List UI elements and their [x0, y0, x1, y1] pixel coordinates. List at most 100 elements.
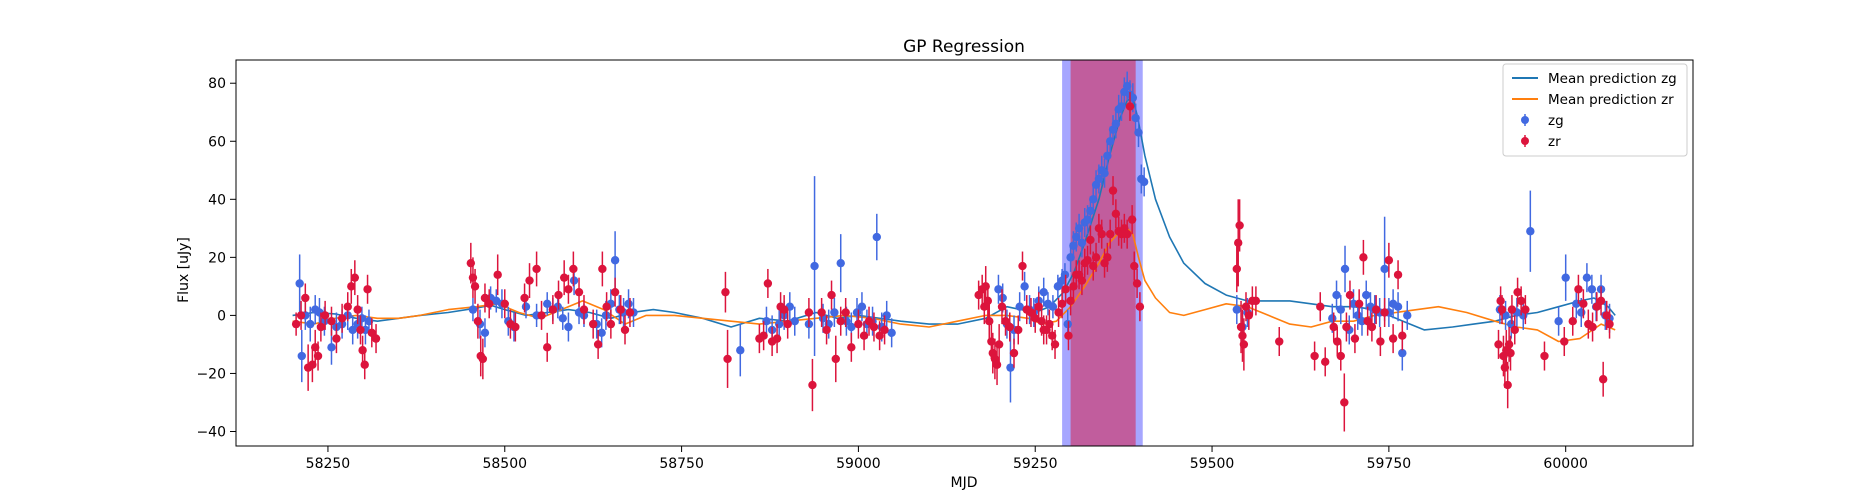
- legend-box: [1502, 63, 1688, 157]
- point-zg-110: [1232, 305, 1242, 314]
- point-zr-70: [831, 354, 840, 364]
- point-zr-182: [1521, 305, 1530, 314]
- point-zg-55: [836, 258, 845, 268]
- point-zr-132: [1125, 102, 1135, 111]
- point-zr-24: [470, 282, 480, 291]
- point-zr-0: [291, 319, 301, 329]
- point-zr-152: [1333, 337, 1342, 346]
- point-zr-14: [350, 273, 360, 282]
- point-zr-41: [559, 273, 569, 282]
- point-zr-142: [1239, 340, 1249, 349]
- y-tick-label-40: 40: [208, 192, 226, 208]
- point-zg-115: [1336, 305, 1345, 314]
- point-zr-156: [1345, 290, 1355, 300]
- point-zr-171: [1497, 305, 1507, 314]
- point-zg-138: [1561, 273, 1570, 282]
- point-zg-128: [1393, 302, 1403, 311]
- point-zr-78: [875, 331, 884, 340]
- point-zr-43: [569, 264, 578, 274]
- point-zg-72: [1020, 282, 1029, 291]
- point-zr-161: [1367, 322, 1377, 332]
- point-zg-65: [887, 328, 896, 338]
- point-zr-101: [1037, 317, 1046, 326]
- point-zr-179: [1510, 325, 1519, 335]
- point-zr-75: [859, 331, 869, 340]
- point-zr-178: [1507, 305, 1517, 314]
- point-zg-130: [1403, 311, 1412, 320]
- point-zr-37: [537, 311, 546, 320]
- point-zr-134: [1130, 261, 1139, 271]
- point-zg-87: [1077, 238, 1087, 248]
- point-zr-61: [772, 334, 782, 343]
- point-zr-76: [864, 317, 874, 326]
- point-zr-106: [1050, 340, 1060, 349]
- point-zr-46: [588, 319, 598, 329]
- point-zr-49: [602, 302, 611, 311]
- point-zr-17: [358, 346, 367, 355]
- legend-label-zg: zg: [1548, 113, 1564, 129]
- point-zr-53: [620, 325, 630, 335]
- point-zr-40: [554, 290, 563, 300]
- y-axis-title: Flux [uJy]: [176, 237, 192, 303]
- point-zr-50: [606, 319, 616, 329]
- point-zr-83: [981, 282, 990, 291]
- point-zr-7: [316, 322, 326, 332]
- point-zr-35: [525, 276, 534, 285]
- point-zg-114: [1332, 290, 1341, 300]
- point-zg-7: [327, 343, 336, 352]
- point-zr-137: [1232, 264, 1242, 274]
- point-zr-39: [548, 305, 558, 314]
- point-zr-79: [880, 325, 889, 335]
- chart-title: GP Regression: [903, 37, 1025, 57]
- point-zr-77: [869, 322, 879, 332]
- point-zg-137: [1554, 317, 1563, 326]
- point-zr-10: [332, 334, 341, 343]
- point-zr-74: [854, 319, 863, 329]
- point-zr-63: [779, 305, 789, 314]
- point-zr-122: [1097, 229, 1106, 239]
- point-zr-33: [511, 322, 520, 332]
- point-zr-85: [985, 317, 994, 326]
- point-zg-142: [1587, 285, 1597, 294]
- point-zr-181: [1516, 296, 1526, 306]
- point-zr-139: [1235, 221, 1244, 230]
- point-zr-147: [1275, 337, 1284, 346]
- point-zr-131: [1122, 229, 1132, 239]
- y-tick-label-80: 80: [208, 76, 226, 92]
- x-tick-label-58750: 58750: [659, 456, 704, 472]
- x-tick-label-60000: 60000: [1543, 456, 1588, 472]
- point-zr-125: [1106, 229, 1115, 239]
- point-zr-95: [1014, 325, 1023, 335]
- shaded-regions: [1062, 60, 1143, 446]
- point-zr-144: [1244, 311, 1254, 320]
- point-zr-157: [1350, 334, 1360, 343]
- point-zr-11: [337, 314, 347, 323]
- point-zr-68: [822, 325, 831, 335]
- point-zg-95: [1100, 168, 1109, 178]
- point-zg-57: [847, 322, 856, 332]
- point-zr-34: [520, 293, 529, 303]
- point-zr-47: [593, 340, 603, 349]
- legend-marker-zr: [1521, 137, 1529, 145]
- point-zg-18: [480, 328, 490, 338]
- legend-label-zr-prediction: Mean prediction zr: [1548, 92, 1674, 108]
- point-zr-159: [1359, 253, 1368, 262]
- point-zr-167: [1393, 270, 1403, 279]
- point-zr-120: [1091, 253, 1101, 262]
- point-zr-109: [1061, 285, 1070, 294]
- point-zr-71: [836, 317, 845, 326]
- point-zr-42: [564, 285, 573, 294]
- point-zr-72: [841, 308, 850, 317]
- point-zr-28: [480, 293, 490, 303]
- point-zg-125: [1380, 264, 1389, 274]
- point-zg-0: [295, 279, 304, 288]
- point-zr-190: [1592, 302, 1602, 311]
- point-zg-121: [1362, 290, 1371, 300]
- point-zr-138: [1234, 238, 1243, 248]
- point-zr-64: [783, 319, 792, 329]
- point-zr-136: [1135, 302, 1145, 311]
- point-zr-189: [1588, 322, 1597, 332]
- point-zg-35: [597, 328, 606, 338]
- point-zr-155: [1342, 322, 1351, 332]
